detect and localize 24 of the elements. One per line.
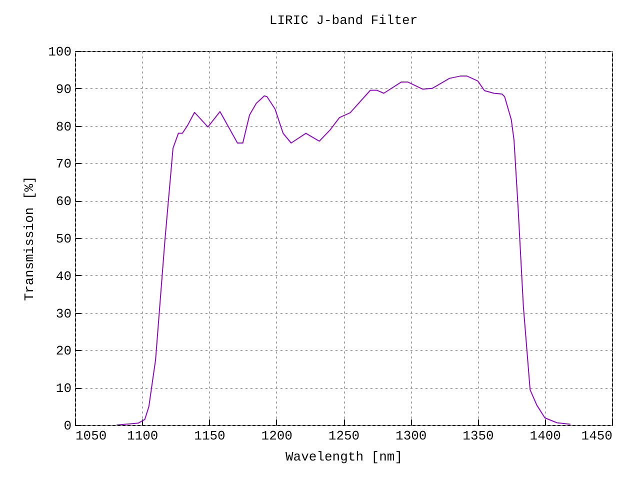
x-tick-label: 1400 (530, 428, 561, 444)
y-axis-title: Transmission [%] (22, 176, 38, 301)
y-tick-label: 60 (56, 194, 72, 210)
y-tick-label: 40 (56, 268, 72, 284)
y-tick-label: 50 (56, 232, 72, 246)
y-tick-label: 20 (56, 344, 72, 359)
x-tick-label: 1350 (462, 428, 494, 444)
y-tick-label: 10 (56, 381, 72, 396)
line-series (116, 76, 571, 425)
x-tick-label: 1150 (194, 428, 226, 444)
x-tick-label: 1250 (328, 428, 360, 444)
y-tick-label: 90 (56, 82, 72, 97)
y-tick-label: 30 (56, 306, 72, 322)
x-tick-label: 1200 (261, 428, 292, 444)
x-tick-label: 1450 (581, 428, 612, 444)
y-tick-label: 80 (56, 119, 72, 134)
x-tick-label: 1300 (396, 428, 427, 444)
x-axis-title: Wavelength [nm] (285, 450, 403, 464)
x-tick-label: 1050 (76, 428, 107, 444)
y-tick-label: 70 (56, 156, 72, 172)
chart-title: LIRIC J-band Filter (269, 13, 418, 28)
x-tick-label: 1100 (127, 428, 158, 444)
y-tick-label: 0 (64, 418, 72, 434)
y-tick-label: 100 (48, 44, 72, 60)
